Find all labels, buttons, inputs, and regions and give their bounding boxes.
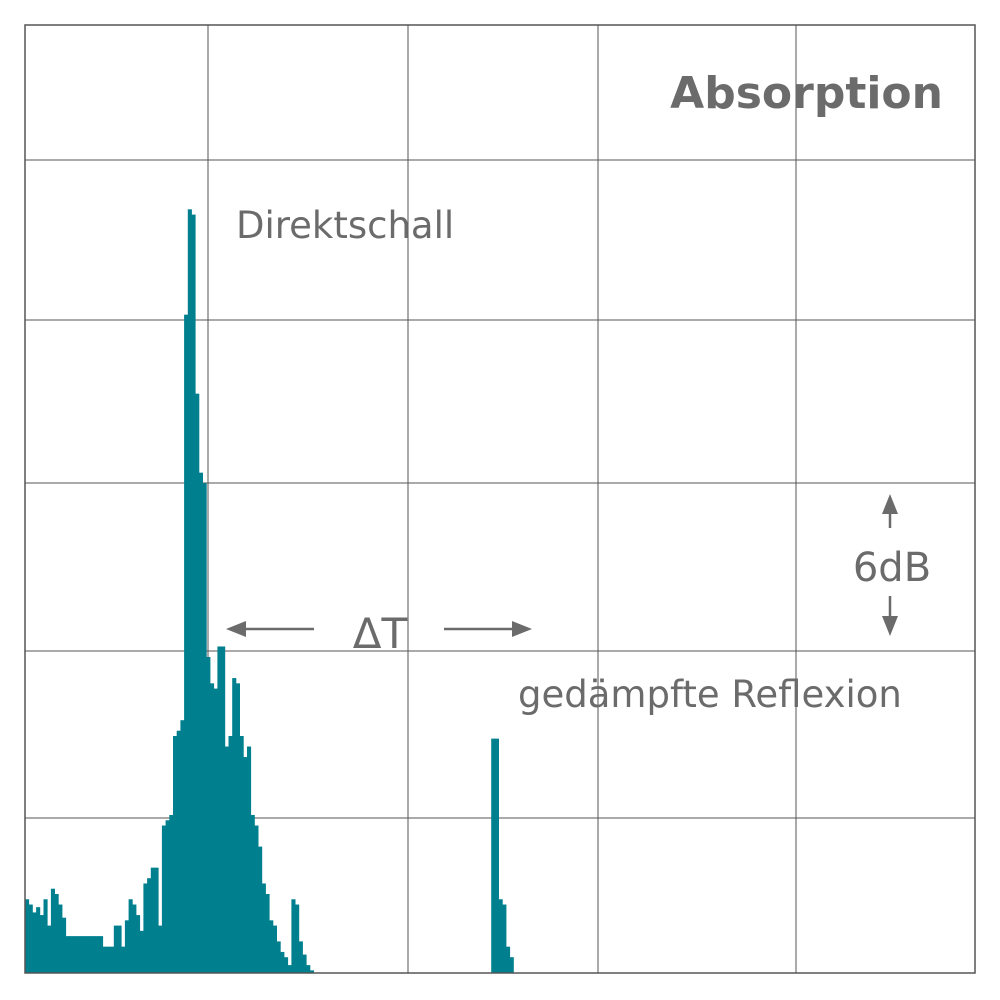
bar-69 [280,951,285,973]
bar-68 [276,941,281,973]
grid-lines [25,25,975,973]
reflection-label: gedämpfte Reflexion [518,673,902,716]
bar-49 [206,657,211,973]
bar-23 [110,946,115,973]
bar-27 [124,920,129,973]
bar-22 [106,946,111,973]
bar-7 [50,888,55,973]
bar-14 [76,936,81,973]
bar-130 [506,946,511,973]
delta-t-arrow-left [226,621,314,637]
bar-20 [99,936,104,973]
bar-38 [165,820,170,973]
bar-21 [102,946,107,973]
delta-t-label: ΔT [353,609,408,658]
bar-2 [32,912,37,973]
delta-t-arrow-right [444,621,532,637]
scale-arrow-down [882,596,898,636]
bar-4 [39,915,44,973]
bar-6 [47,925,52,973]
bar-16 [84,936,89,973]
bar-series [25,209,514,974]
bar-75 [302,954,307,973]
bar-77 [309,970,314,973]
bar-26 [121,946,126,973]
bar-31 [139,930,144,973]
bar-63 [258,846,263,973]
bar-17 [87,936,92,973]
bar-51 [213,688,218,973]
bar-48 [202,483,207,973]
bar-11 [65,936,70,973]
bar-126 [491,738,496,973]
plot-frame [24,24,976,974]
bar-54 [224,746,229,973]
bar-0 [25,899,30,973]
bar-25 [117,925,122,973]
bar-9 [58,904,63,973]
bar-61 [250,815,255,973]
bar-10 [62,917,67,973]
bar-45 [191,214,196,974]
bar-35 [154,867,159,973]
bar-73 [295,904,300,973]
bar-65 [265,894,270,973]
bar-74 [298,941,303,973]
bar-12 [69,936,74,973]
bar-52 [217,646,222,973]
bar-70 [284,957,289,973]
bar-29 [132,904,137,973]
bar-55 [228,736,233,973]
bar-71 [287,965,292,973]
bar-127 [494,738,499,973]
bar-30 [136,915,141,973]
bar-37 [161,825,166,973]
bar-129 [502,904,507,973]
scale-arrow-up [882,494,898,528]
bar-24 [113,925,118,973]
bar-19 [95,936,100,973]
bar-43 [184,314,189,973]
bar-41 [176,730,181,973]
bar-60 [247,746,252,973]
bar-5 [43,899,48,973]
bar-40 [173,736,178,973]
bar-128 [498,899,503,973]
bar-15 [80,936,85,973]
bar-8 [54,894,59,973]
bar-67 [272,925,277,973]
bar-28 [128,899,133,973]
bar-50 [210,683,215,973]
bar-39 [169,815,174,973]
bar-32 [143,883,148,973]
bar-13 [73,936,78,973]
bar-64 [261,883,266,973]
bar-3 [36,907,41,973]
bar-66 [269,920,274,973]
bar-47 [198,472,203,973]
bar-33 [147,878,152,973]
bar-18 [91,936,96,973]
direct-sound-label: Direktschall [236,204,454,247]
bar-59 [243,757,248,973]
bar-1 [28,904,33,973]
bar-131 [509,957,514,973]
scale-label: 6dB [853,545,931,591]
bar-42 [180,720,185,973]
bar-58 [239,736,244,973]
bar-72 [291,899,296,973]
bar-76 [306,965,311,973]
bar-44 [187,209,192,973]
bar-56 [232,678,237,973]
bar-34 [150,867,155,973]
bar-62 [254,825,259,973]
bar-57 [235,683,240,973]
bar-36 [158,925,163,973]
bar-46 [195,393,200,973]
chart-title: Absorption [670,68,943,119]
bar-53 [221,646,226,973]
